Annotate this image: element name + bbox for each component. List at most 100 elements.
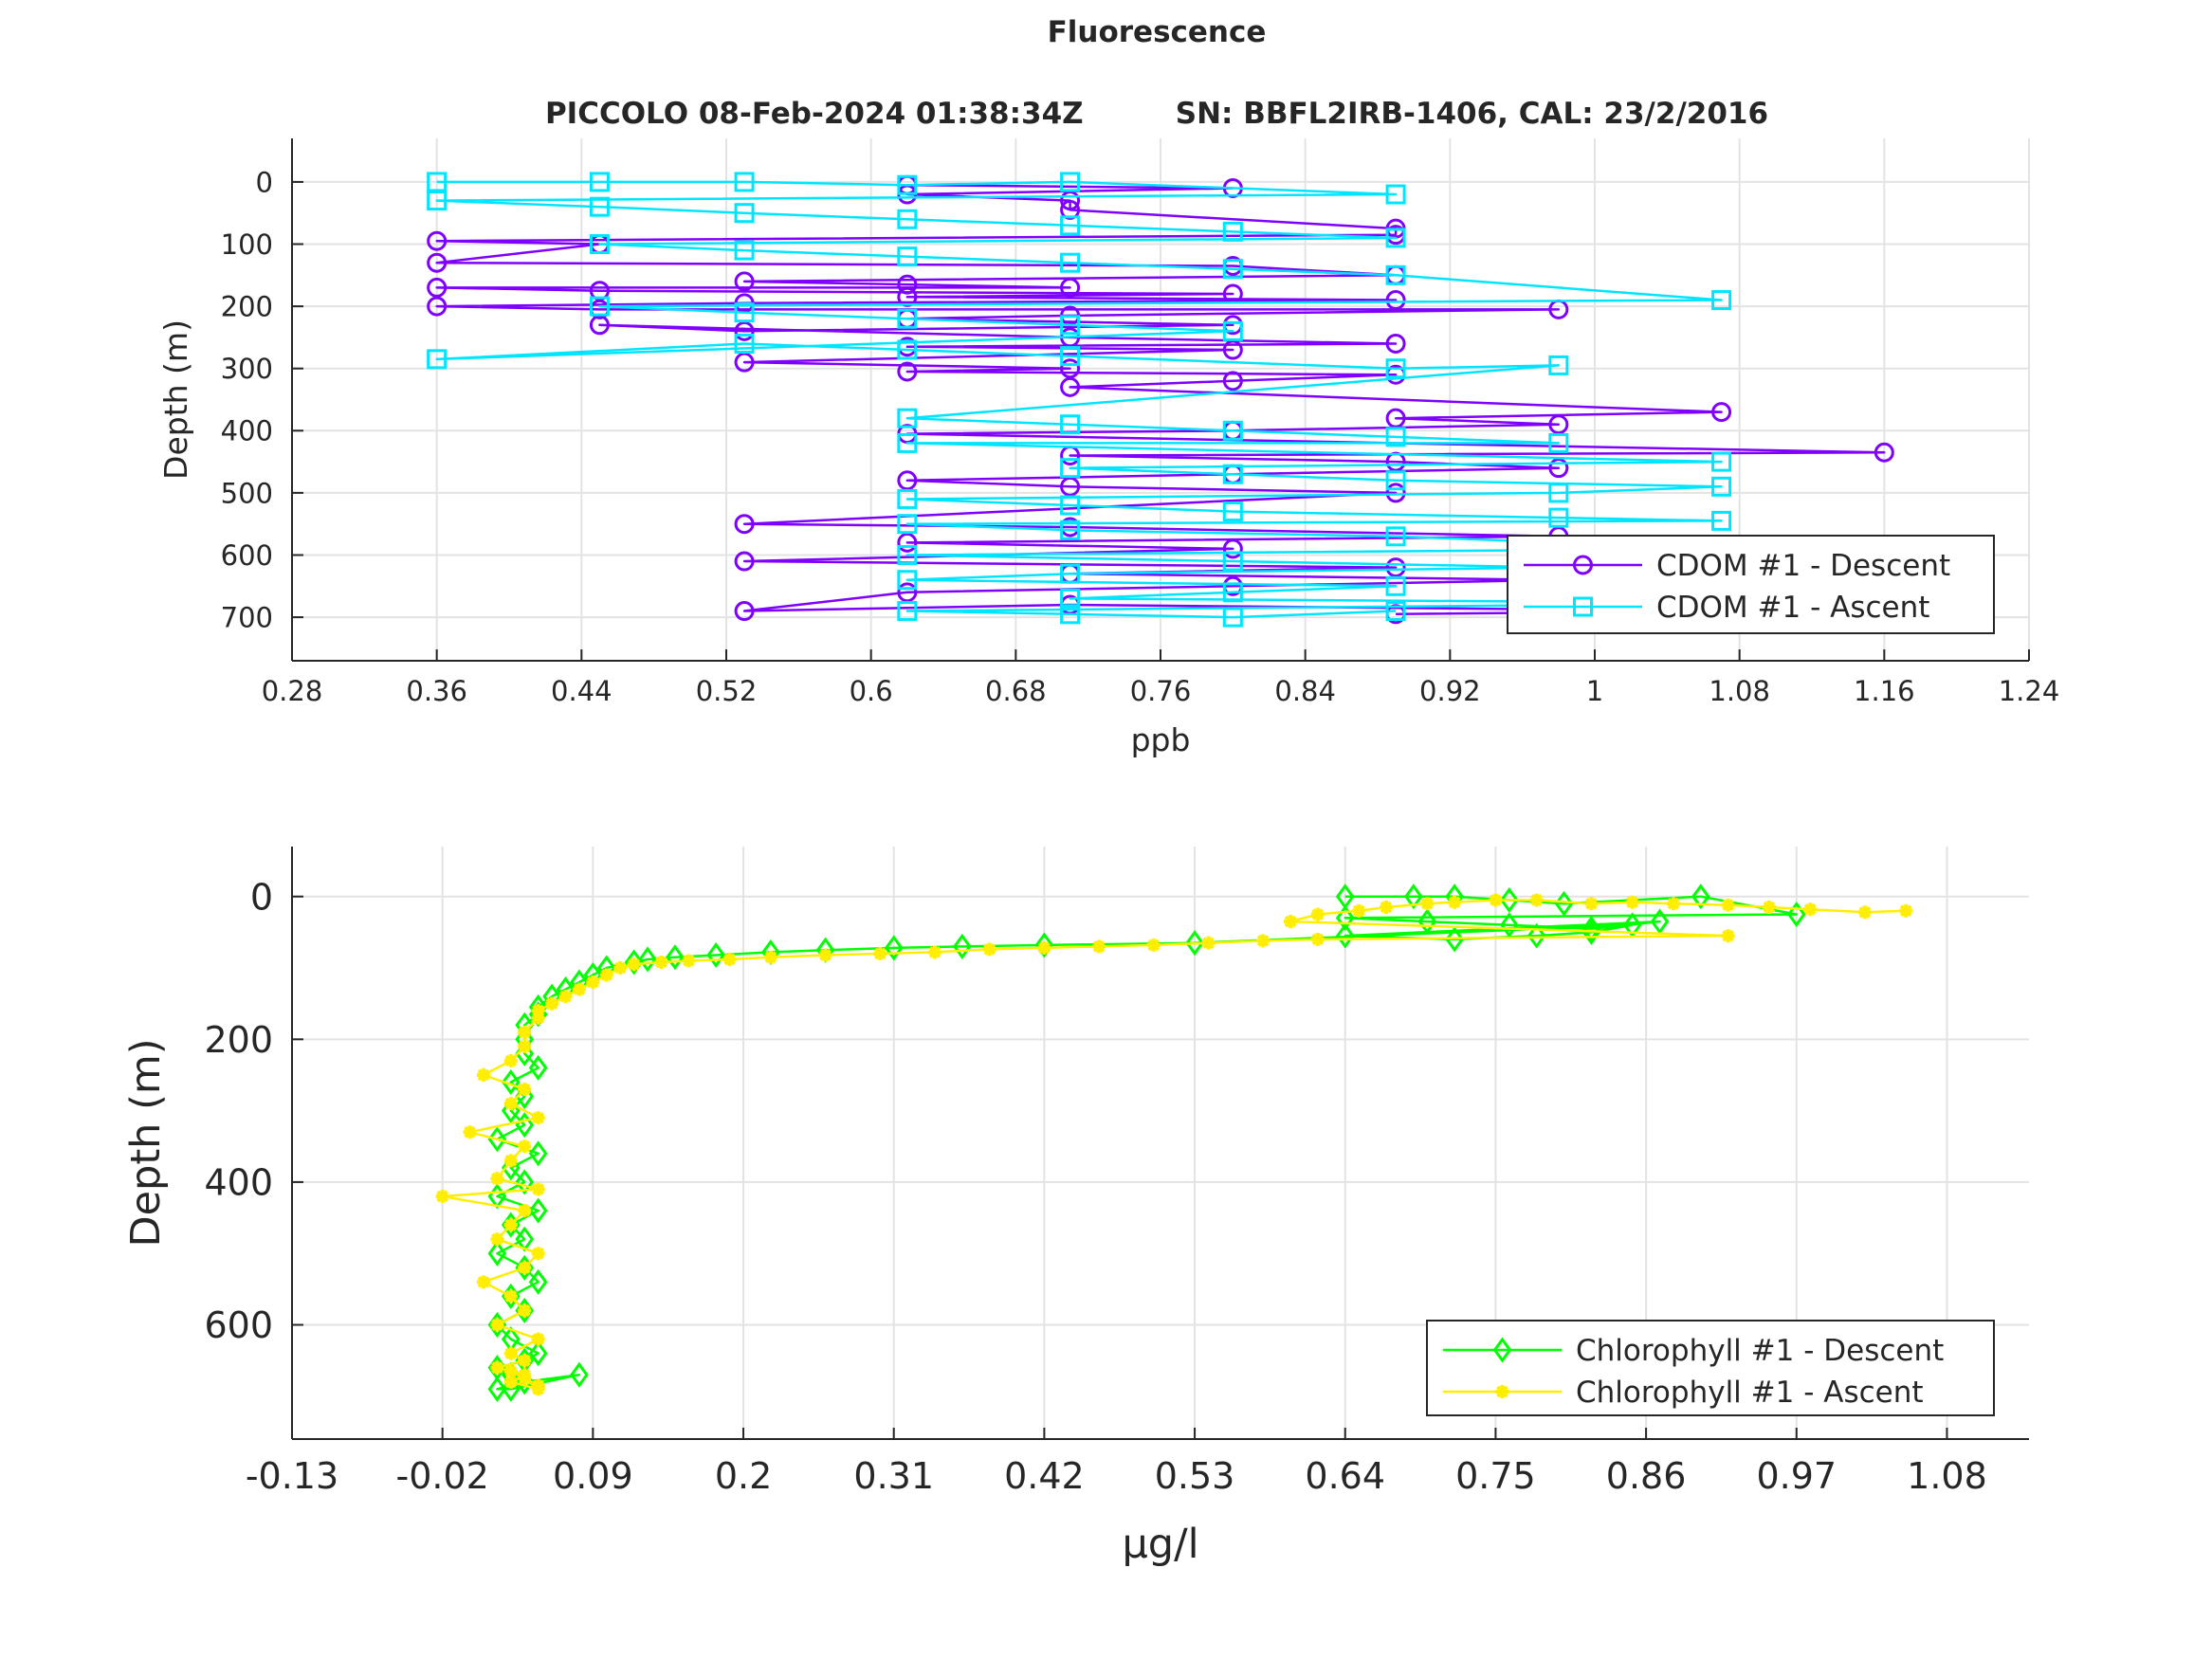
data-point — [427, 252, 448, 273]
data-point — [1650, 908, 1670, 935]
data-point — [1691, 884, 1710, 910]
data-point — [1222, 607, 1243, 628]
data-point — [1385, 427, 1406, 447]
data-point — [1529, 893, 1544, 907]
data-point — [627, 957, 641, 972]
data-point — [1666, 897, 1680, 911]
legend-box — [1426, 1320, 1995, 1416]
data-point — [487, 1376, 507, 1402]
y-tick-label: 100 — [221, 228, 273, 261]
data-point — [589, 315, 610, 336]
data-point — [654, 955, 668, 969]
data-point — [1060, 172, 1081, 192]
legend-marker — [1495, 1385, 1509, 1398]
data-point — [1222, 551, 1243, 572]
x-tick-label: 0.84 — [1274, 675, 1336, 707]
data-point — [1584, 897, 1599, 911]
data-point — [1762, 901, 1776, 915]
data-point — [487, 1126, 507, 1153]
y-axis-label: Depth (m) — [157, 319, 194, 480]
data-point — [734, 601, 755, 622]
data-point — [952, 933, 972, 959]
legend-label: CDOM #1 - Descent — [1656, 549, 1950, 583]
data-point — [1385, 408, 1406, 428]
data-point — [1448, 895, 1462, 909]
x-tick-label: 0.86 — [1606, 1455, 1687, 1497]
legend-marker — [1492, 1337, 1512, 1363]
x-tick-label: 0.75 — [1455, 1455, 1536, 1497]
data-point — [1420, 897, 1435, 911]
data-point — [518, 1304, 532, 1318]
data-point — [897, 514, 918, 535]
data-point — [1385, 483, 1406, 503]
x-tick-label: 1.08 — [1907, 1455, 1987, 1497]
data-point — [1499, 886, 1519, 914]
data-point — [897, 488, 918, 509]
data-point — [1581, 916, 1601, 942]
data-point — [1201, 936, 1216, 950]
x-tick-label: 0.92 — [1419, 675, 1481, 707]
x-tick-label: 0.53 — [1155, 1455, 1235, 1497]
x-tick-label: 0.31 — [853, 1455, 934, 1497]
x-axis-label: ppb — [1131, 721, 1191, 758]
data-point — [682, 954, 696, 968]
x-tick-label: 0.97 — [1756, 1455, 1837, 1497]
data-point — [545, 996, 559, 1011]
y-axis-label: Depth (m) — [122, 1038, 170, 1247]
data-point — [531, 1111, 545, 1125]
data-point — [435, 1189, 449, 1203]
data-point — [666, 944, 685, 971]
data-point — [1060, 376, 1081, 397]
data-point — [1060, 588, 1081, 609]
data-point — [1222, 501, 1243, 522]
data-point — [1721, 898, 1735, 912]
data-point — [734, 172, 755, 192]
data-point — [1222, 420, 1243, 441]
x-tick-label: 1.08 — [1709, 675, 1770, 707]
data-point — [763, 950, 777, 964]
legend: Chlorophyll #1 - Descent Chlorophyll #1 -… — [1426, 1320, 1995, 1416]
data-point — [1899, 903, 1913, 918]
data-point — [503, 1364, 518, 1378]
x-tick-label: 0.76 — [1130, 675, 1192, 707]
data-point — [734, 271, 755, 292]
data-point — [427, 230, 448, 251]
data-point — [1335, 922, 1355, 949]
legend-box — [1507, 535, 1995, 634]
y-tick-label: 400 — [221, 415, 273, 447]
data-point — [624, 949, 644, 975]
data-point — [1222, 464, 1243, 484]
data-point — [982, 942, 996, 957]
data-point — [1060, 191, 1081, 211]
data-point — [1711, 451, 1732, 472]
series-line — [435, 180, 1723, 619]
data-point — [1385, 290, 1406, 311]
data-point — [1060, 277, 1081, 298]
data-point — [1256, 934, 1271, 948]
data-point — [1380, 901, 1394, 915]
data-point — [531, 1247, 545, 1261]
data-point — [1060, 458, 1081, 479]
data-point — [873, 946, 887, 960]
x-tick-label: 1.16 — [1854, 675, 1915, 707]
data-point — [1721, 929, 1735, 943]
data-point — [599, 968, 613, 982]
data-point — [531, 1332, 545, 1346]
y-tick-label: 0 — [256, 166, 273, 198]
x-tick-label: 0.52 — [696, 675, 758, 707]
data-point — [897, 532, 918, 553]
data-point — [897, 339, 918, 360]
x-tick-label: 0.6 — [850, 675, 893, 707]
data-point — [1060, 346, 1081, 367]
data-point — [1385, 557, 1406, 578]
data-point — [1803, 902, 1818, 917]
data-point — [1310, 932, 1325, 946]
data-point — [1060, 199, 1081, 220]
data-point — [490, 1172, 504, 1186]
data-point — [1404, 884, 1423, 910]
data-point — [427, 277, 448, 298]
data-point — [427, 172, 448, 192]
data-point — [518, 1354, 532, 1368]
x-tick-label: -0.13 — [246, 1455, 338, 1497]
data-point — [1060, 215, 1081, 236]
